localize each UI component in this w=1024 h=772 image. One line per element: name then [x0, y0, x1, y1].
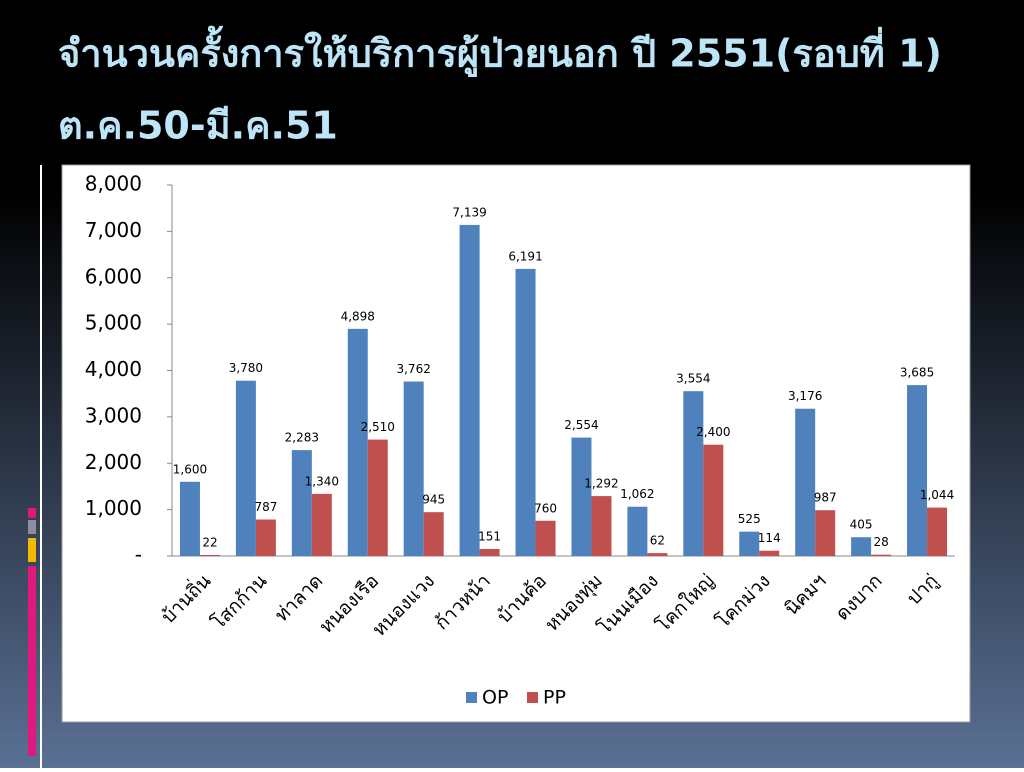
title: จำนวนครั้งการให้บริการผู้ป่วยนอก ปี 2551…	[58, 26, 942, 78]
decor	[28, 538, 36, 562]
value-label: 1,600	[173, 462, 207, 476]
y-tick-label: -	[135, 543, 142, 567]
value-label: 1,062	[620, 487, 654, 501]
value-label: 22	[202, 535, 217, 549]
value-label: 3,780	[229, 361, 263, 375]
value-label: 2,400	[696, 425, 730, 439]
value-label: 2,554	[564, 418, 598, 432]
value-label: 525	[738, 512, 761, 526]
bar	[591, 496, 612, 556]
bar	[403, 381, 424, 556]
legend-label: PP	[543, 687, 566, 709]
decor-line	[40, 165, 42, 768]
legend-label: OP	[482, 687, 508, 709]
value-label: 2,510	[361, 420, 395, 434]
bar	[423, 512, 444, 556]
y-tick-label: 5,000	[85, 311, 142, 335]
y-tick-label: 7,000	[85, 218, 142, 242]
bar	[515, 268, 536, 556]
value-label: 787	[254, 500, 277, 514]
value-label: 114	[758, 531, 781, 545]
bar	[627, 506, 648, 556]
bar	[199, 554, 220, 556]
value-label: 987	[814, 491, 837, 505]
value-label: 62	[650, 534, 665, 548]
bar	[367, 439, 388, 556]
value-label: 1,340	[305, 474, 339, 488]
value-label: 151	[478, 529, 501, 543]
value-label: 405	[850, 518, 873, 532]
y-tick-label: 4,000	[85, 357, 142, 381]
bar	[703, 444, 724, 556]
y-tick-label: 2,000	[85, 450, 142, 474]
bar	[291, 450, 312, 556]
bar	[535, 520, 556, 556]
bar	[871, 554, 892, 556]
legend-swatch	[527, 692, 538, 703]
value-label: 4,898	[341, 309, 375, 323]
bar	[311, 493, 332, 556]
bar	[255, 519, 276, 556]
value-label: 2,283	[285, 431, 319, 445]
legend-swatch	[466, 692, 477, 703]
value-label: 3,176	[788, 389, 822, 403]
value-label: 28	[873, 535, 888, 549]
value-label: 1,044	[920, 488, 954, 502]
value-label: 3,762	[396, 362, 430, 376]
y-tick-label: 1,000	[85, 496, 142, 520]
bar	[927, 507, 948, 556]
bar	[759, 550, 780, 556]
bar	[795, 408, 816, 556]
value-label: 760	[534, 501, 557, 515]
value-label: 1,292	[584, 477, 618, 491]
subtitle: ต.ค.50-มี.ค.51	[58, 104, 338, 148]
bar	[907, 385, 928, 556]
bar	[179, 481, 200, 556]
decor	[28, 566, 36, 756]
bar	[851, 537, 872, 556]
decor	[28, 520, 36, 534]
bar	[739, 531, 760, 556]
bar	[571, 437, 592, 556]
bar	[235, 380, 256, 556]
bar	[647, 553, 668, 556]
y-tick-label: 6,000	[85, 264, 142, 288]
bar	[683, 391, 704, 556]
value-label: 3,685	[900, 366, 934, 380]
value-label: 6,191	[508, 249, 542, 263]
bar	[459, 224, 480, 556]
y-tick-label: 8,000	[85, 172, 142, 196]
bar	[479, 548, 500, 556]
value-label: 945	[422, 493, 445, 507]
y-tick-label: 3,000	[85, 403, 142, 427]
bar	[815, 510, 836, 556]
value-label: 3,554	[676, 372, 710, 386]
decor	[28, 508, 36, 518]
value-label: 7,139	[452, 205, 486, 219]
bar	[347, 328, 368, 556]
